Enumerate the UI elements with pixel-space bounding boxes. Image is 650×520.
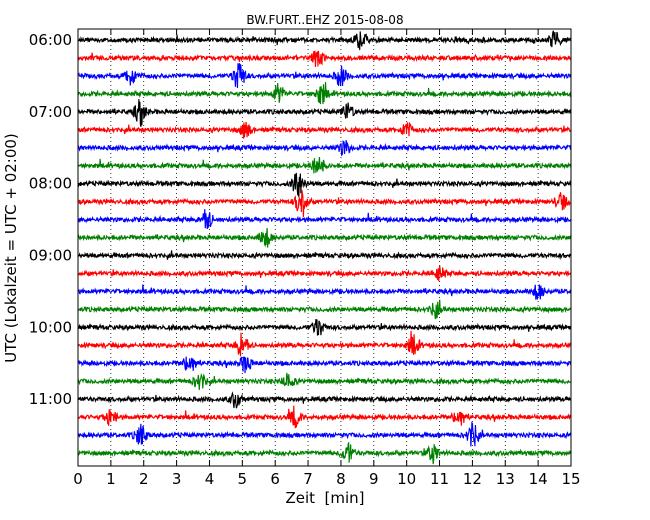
trace-row — [77, 391, 572, 409]
x-tick-label: 14 — [529, 470, 548, 488]
x-tick-label: 15 — [561, 470, 580, 488]
trace-row — [77, 318, 572, 336]
x-axis-label: Zeit [min] — [285, 489, 364, 507]
y-tick-label: 09:00 — [29, 247, 72, 265]
x-tick-label: 0 — [73, 470, 83, 488]
trace-row — [77, 356, 572, 374]
x-tick-label: 13 — [496, 470, 515, 488]
y-axis-label: UTC (Lokalzeit = UTC + 02:00) — [2, 133, 20, 363]
x-tick-label: 6 — [270, 470, 280, 488]
trace-row — [77, 63, 572, 89]
y-tick-label: 11:00 — [29, 390, 72, 408]
y-tick-label: 07:00 — [29, 103, 72, 121]
x-tick-label: 8 — [336, 470, 346, 488]
trace-row — [77, 189, 572, 218]
trace-rows — [77, 30, 572, 465]
x-tick-label: 11 — [430, 470, 449, 488]
x-tick-label: 12 — [463, 470, 482, 488]
x-tick-label: 10 — [397, 470, 416, 488]
trace-row — [77, 299, 572, 320]
y-tick-label: 10:00 — [29, 318, 72, 336]
trace-row — [77, 421, 572, 447]
trace-row — [77, 99, 572, 127]
trace-row — [77, 209, 572, 230]
x-tick-label: 3 — [172, 470, 182, 488]
trace-row — [77, 121, 572, 139]
grid-lines — [110, 29, 539, 466]
trace-row — [77, 30, 572, 51]
trace-row — [77, 284, 572, 300]
trace-row — [77, 250, 572, 260]
x-tick-label: 1 — [106, 470, 116, 488]
trace-row — [77, 330, 572, 357]
trace-row — [77, 140, 572, 157]
trace-row — [77, 172, 572, 198]
x-axis-ticks: 0 1 2 3 4 5 6 7 8 9 10 11 12 13 14 15 — [73, 29, 581, 488]
chart-title: BW.FURT..EHZ 2015-08-08 — [246, 13, 403, 27]
trace-row — [77, 265, 572, 282]
x-tick-label: 7 — [303, 470, 313, 488]
trace-row — [77, 442, 572, 465]
x-tick-label: 2 — [139, 470, 149, 488]
trace-row — [77, 372, 572, 390]
y-tick-label: 08:00 — [29, 175, 72, 193]
x-tick-label: 5 — [238, 470, 248, 488]
x-tick-label: 9 — [369, 470, 379, 488]
trace-row — [77, 82, 572, 105]
trace-row — [77, 405, 572, 429]
trace-row — [77, 228, 572, 248]
y-tick-label: 06:00 — [29, 31, 72, 49]
trace-row — [77, 50, 572, 67]
trace-row — [77, 157, 572, 174]
y-axis-ticks: 06:00 07:00 08:00 09:00 10:00 11:00 — [29, 31, 571, 408]
x-tick-label: 4 — [205, 470, 215, 488]
plot-frame — [77, 28, 572, 467]
